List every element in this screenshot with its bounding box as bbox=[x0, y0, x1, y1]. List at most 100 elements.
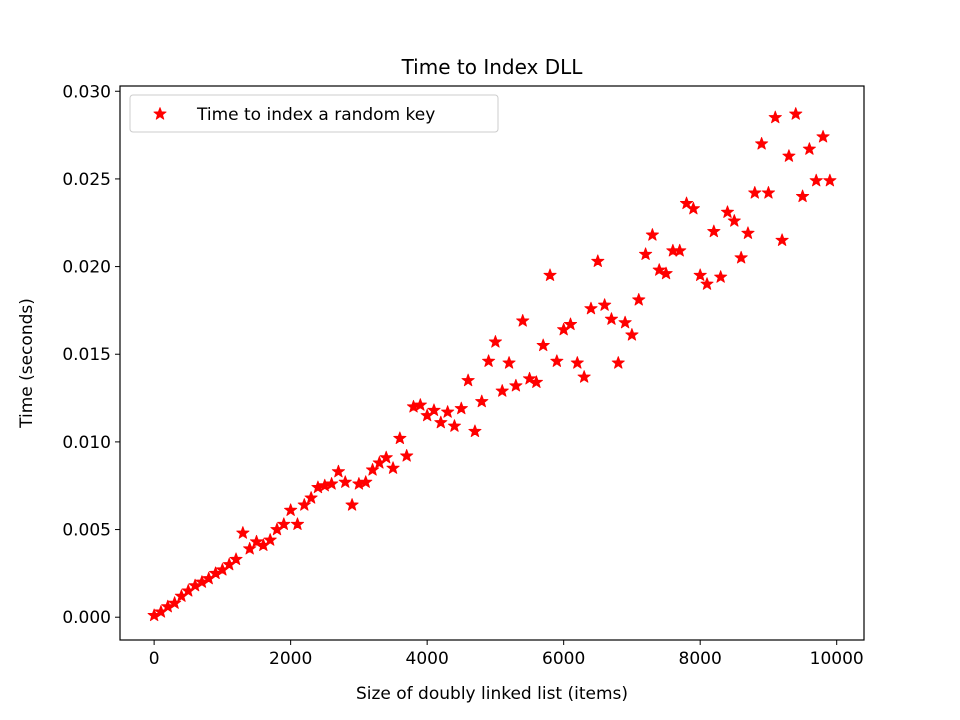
data-point bbox=[693, 268, 707, 281]
data-point bbox=[529, 375, 543, 388]
data-points bbox=[147, 107, 837, 622]
data-point bbox=[536, 338, 550, 352]
data-point bbox=[563, 317, 578, 331]
data-point bbox=[543, 268, 557, 281]
data-point bbox=[611, 356, 625, 369]
data-point bbox=[447, 419, 462, 432]
data-point bbox=[434, 415, 448, 429]
y-axis-label: Time (seconds) bbox=[17, 298, 37, 429]
data-point bbox=[741, 226, 755, 239]
data-point bbox=[468, 424, 482, 438]
data-point bbox=[700, 277, 714, 290]
data-point bbox=[263, 533, 277, 546]
data-point bbox=[338, 475, 352, 488]
data-point bbox=[686, 201, 700, 215]
data-point bbox=[502, 356, 516, 369]
data-point bbox=[632, 292, 646, 306]
data-point bbox=[482, 354, 496, 367]
axis-ticks: 0 2000 4000 6000 8000 10000 0.000 0.005 0.010 0.0… bbox=[62, 82, 863, 669]
data-point bbox=[761, 186, 776, 199]
legend-label: Time to index a random key bbox=[196, 105, 435, 125]
data-point bbox=[290, 517, 305, 530]
data-point bbox=[782, 149, 796, 162]
data-point bbox=[400, 449, 414, 462]
data-point bbox=[236, 526, 250, 539]
data-point bbox=[659, 266, 673, 280]
y-tick-label: 0.025 bbox=[62, 170, 111, 190]
data-point bbox=[775, 233, 789, 246]
data-point bbox=[639, 247, 653, 260]
data-point bbox=[679, 196, 694, 210]
data-point bbox=[604, 312, 619, 325]
data-point bbox=[598, 298, 612, 311]
data-point bbox=[475, 394, 489, 408]
x-tick-label: 2000 bbox=[269, 649, 312, 669]
x-tick-label: 6000 bbox=[542, 649, 585, 669]
data-point bbox=[243, 541, 257, 555]
legend: Time to index a random key bbox=[129, 94, 499, 133]
data-point bbox=[584, 301, 598, 315]
data-point bbox=[522, 371, 537, 385]
data-point bbox=[249, 534, 264, 548]
data-point bbox=[720, 205, 735, 218]
data-point bbox=[413, 398, 427, 411]
data-point bbox=[386, 461, 400, 474]
y-tick-label: 0.020 bbox=[62, 258, 111, 278]
data-point bbox=[461, 373, 475, 387]
data-point bbox=[795, 189, 810, 203]
data-point bbox=[802, 142, 816, 155]
legend-box bbox=[129, 94, 499, 133]
data-point bbox=[495, 384, 509, 397]
x-tick-label: 8000 bbox=[679, 649, 722, 669]
data-point bbox=[727, 214, 741, 227]
data-point bbox=[441, 405, 455, 418]
legend-marker-icon bbox=[153, 107, 167, 120]
y-tick-label: 0.000 bbox=[62, 608, 111, 628]
data-point bbox=[297, 498, 311, 511]
data-point bbox=[809, 173, 823, 187]
data-point bbox=[331, 464, 345, 478]
y-tick-label: 0.010 bbox=[62, 433, 111, 453]
data-point bbox=[768, 110, 782, 124]
legend-star-icon bbox=[153, 107, 167, 120]
x-axis-label: Size of doubly linked list (items) bbox=[356, 684, 628, 704]
data-point bbox=[645, 228, 659, 241]
chart-title: Time to Index DLL bbox=[401, 55, 584, 79]
data-point bbox=[379, 450, 393, 464]
data-point bbox=[359, 475, 373, 488]
data-point bbox=[789, 107, 803, 120]
data-point bbox=[570, 356, 584, 369]
data-point bbox=[509, 378, 523, 392]
plot-frame bbox=[119, 85, 865, 641]
data-point bbox=[454, 401, 468, 415]
x-tick-label: 0 bbox=[149, 649, 160, 669]
data-point bbox=[345, 498, 359, 511]
data-point bbox=[550, 354, 564, 367]
data-point bbox=[673, 243, 687, 257]
data-point bbox=[755, 136, 769, 150]
data-point bbox=[591, 254, 605, 267]
data-point bbox=[748, 186, 762, 199]
data-point bbox=[304, 491, 318, 504]
x-tick-label: 10000 bbox=[810, 649, 864, 669]
data-point bbox=[816, 129, 830, 143]
data-point bbox=[652, 263, 666, 276]
data-point bbox=[714, 270, 728, 283]
data-point bbox=[625, 328, 639, 341]
data-point bbox=[427, 403, 441, 416]
data-point bbox=[284, 503, 298, 516]
data-point bbox=[488, 335, 502, 348]
y-tick-label: 0.030 bbox=[62, 82, 111, 102]
data-point bbox=[516, 314, 530, 327]
y-tick-label: 0.015 bbox=[62, 345, 111, 365]
data-point bbox=[707, 224, 721, 238]
data-point bbox=[393, 431, 407, 445]
data-point bbox=[734, 250, 748, 264]
data-point bbox=[618, 315, 632, 329]
data-point bbox=[325, 477, 339, 490]
data-point bbox=[229, 552, 243, 566]
data-point bbox=[168, 596, 182, 609]
x-tick-label: 4000 bbox=[406, 649, 449, 669]
data-point bbox=[577, 370, 591, 383]
